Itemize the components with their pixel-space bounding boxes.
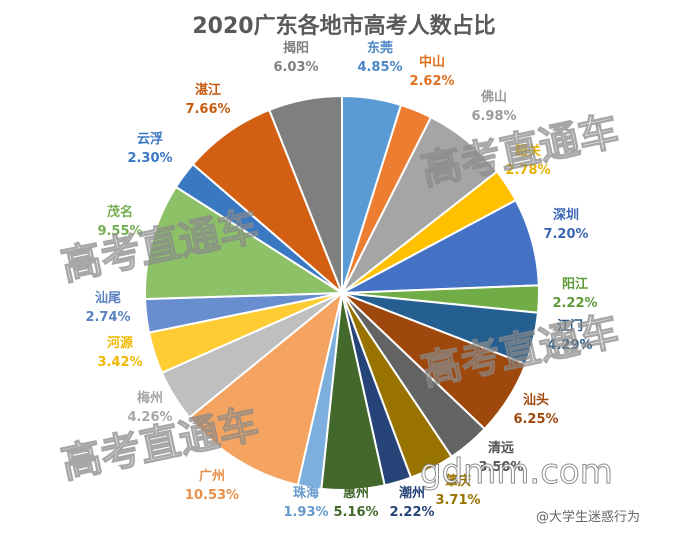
slice-label-name: 珠海 [293, 485, 319, 501]
slice-label-value: 4.26% [127, 410, 172, 425]
slice-labels: 东莞 4.85% 中山 2.62% 佛山 6.98% 韶关 2.78% 深圳 7.20% 阳江 2.2… [85, 40, 597, 520]
slice-label-value: 4.29% [547, 338, 592, 353]
slice-label-value: 2.62% [409, 74, 454, 89]
watermark-text-1: 高考直通车 [418, 108, 623, 195]
slice-label-value: 2.78% [505, 163, 550, 178]
slice-label-name: 河源 [107, 335, 133, 351]
slice-label-value: 6.25% [513, 412, 558, 427]
slice-label-value: 3.71% [435, 493, 480, 508]
slice-label-value: 6.98% [471, 109, 516, 124]
slice-label-value: 2.74% [85, 310, 130, 325]
pie-slice-20 [191, 108, 343, 294]
slice-label-name: 深圳 [553, 207, 579, 223]
slice-label-name: 中山 [419, 54, 445, 70]
pie-slice-18 [144, 185, 346, 301]
pie-slices [144, 94, 540, 492]
watermark-credit: @大学生迷惑行为 [536, 509, 640, 525]
slice-label-value: 6.03% [273, 60, 318, 75]
slice-label-name: 佛山 [480, 89, 507, 105]
slice-label-name: 清远 [488, 440, 514, 456]
slice-label-name: 揭阳 [283, 40, 309, 56]
slice-label-value: 4.85% [357, 60, 402, 75]
slice-label-value: 2.30% [127, 151, 172, 166]
slice-label-value: 9.55% [97, 224, 142, 239]
slice-label-name: 汕尾 [95, 290, 121, 306]
slice-label-name: 茂名 [107, 204, 133, 220]
slice-label-name: 广州 [199, 468, 225, 484]
slice-label-value: 3.42% [97, 355, 142, 370]
slice-label-value: 1.93% [283, 505, 328, 520]
chart-title: 2020广东各地市高考人数占比 [192, 13, 495, 39]
slice-label-name: 梅州 [137, 390, 163, 406]
slice-label-value: 7.20% [543, 227, 588, 242]
slice-label-value: 2.22% [552, 296, 597, 311]
slice-label-name: 湛江 [195, 82, 221, 98]
pie-slice-14 [187, 290, 344, 487]
slice-label-name: 潮州 [399, 485, 425, 501]
watermark-site: gdmm.com [420, 452, 613, 492]
slice-label-value: 5.16% [333, 505, 378, 520]
slice-label-name: 云浮 [137, 131, 163, 147]
slice-label-name: 汕头 [523, 392, 549, 408]
slice-label-value: 10.53% [185, 488, 239, 503]
slice-label-name: 东莞 [367, 40, 393, 56]
slice-label-value: 7.66% [185, 102, 230, 117]
slice-label-name: 肇庆 [444, 473, 471, 489]
slice-label-name: 惠州 [343, 485, 369, 501]
slice-label-name: 江门 [557, 318, 583, 334]
pie-slice-21 [267, 94, 343, 294]
slice-label-value: 2.22% [389, 505, 434, 520]
slice-label-value: 3.50% [478, 460, 523, 475]
slice-label-name: 阳江 [562, 276, 588, 292]
slice-label-name: 韶关 [515, 143, 541, 159]
